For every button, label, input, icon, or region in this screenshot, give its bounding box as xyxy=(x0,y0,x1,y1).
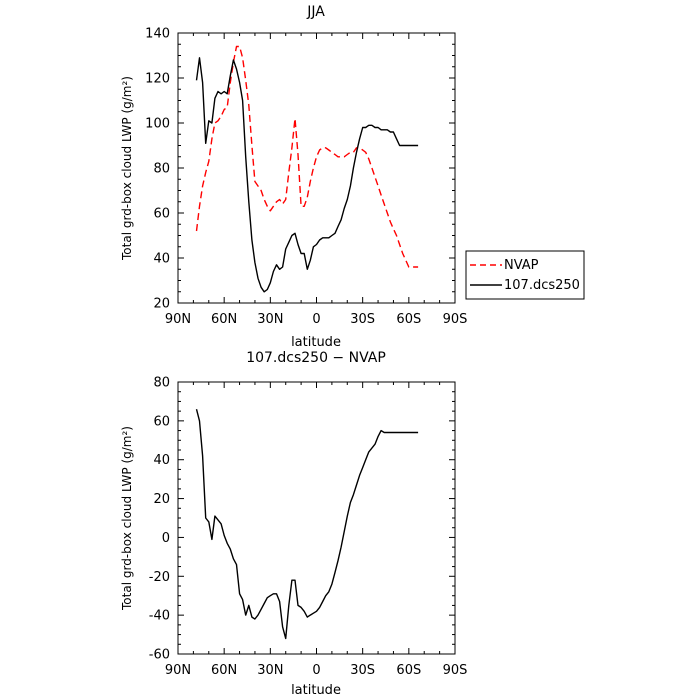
y-tick-label: 120 xyxy=(145,72,170,87)
series-group xyxy=(195,409,419,640)
y-tick-label: 80 xyxy=(153,162,170,177)
x-tick-label: 0 xyxy=(312,663,320,678)
x-tick-label: 90N xyxy=(165,312,191,327)
x-axis-label: latitude xyxy=(291,683,341,698)
y-axis: 20 40 60 80 100 120 140 xyxy=(145,27,455,312)
x-tick-label: 60N xyxy=(211,663,237,678)
legend: NVAP 107.dcs250 xyxy=(465,250,585,300)
y-tick-label: 60 xyxy=(153,414,170,429)
plot-frame xyxy=(177,381,456,655)
y-tick-label: 20 xyxy=(153,297,170,312)
y-tick-label: 0 xyxy=(162,531,170,546)
y-tick-label: 80 xyxy=(153,376,170,391)
y-tick-label: 100 xyxy=(145,117,170,132)
x-axis: 90N 60N 30N 0 30S 60S 90S xyxy=(165,382,468,678)
y-tick-label: 60 xyxy=(153,207,170,222)
series-line-difference xyxy=(195,409,419,640)
y-tick-label: -20 xyxy=(149,570,170,585)
y-tick-label: -40 xyxy=(149,609,170,624)
x-tick-label: 60N xyxy=(211,312,237,327)
y-tick-label: 40 xyxy=(153,252,170,267)
y-tick-label: 140 xyxy=(145,27,170,42)
x-tick-label: 30N xyxy=(257,312,283,327)
x-tick-label: 0 xyxy=(312,312,320,327)
series-group xyxy=(195,45,419,293)
series-line-nvap xyxy=(195,45,419,268)
y-axis: -60 -40 -20 0 20 40 60 80 xyxy=(149,376,455,663)
series-line-107-dcs250 xyxy=(195,57,419,293)
x-tick-label: 30S xyxy=(350,663,375,678)
plot-frame xyxy=(177,32,456,304)
x-tick-label: 90N xyxy=(165,663,191,678)
x-axis-label: latitude xyxy=(291,335,341,350)
y-axis-label: Total grd-box cloud LWP (g/m²) xyxy=(120,426,134,611)
y-tick-label: 40 xyxy=(153,453,170,468)
panel-bottom: 107.dcs250 − NVAP -60 -40 -20 0 20 40 60 80 90N… xyxy=(120,350,467,698)
legend-box xyxy=(465,250,585,300)
y-axis-label: Total grd-box cloud LWP (g/m²) xyxy=(120,76,134,261)
chart-title: 107.dcs250 − NVAP xyxy=(246,350,386,366)
x-tick-label: 90S xyxy=(443,663,468,678)
y-tick-label: -60 xyxy=(149,648,170,663)
legend-label-model: 107.dcs250 xyxy=(504,278,580,293)
y-axis-label-text: Total grd-box cloud LWP (g/m²) xyxy=(120,76,134,261)
y-tick-label: 20 xyxy=(153,492,170,507)
chart-title: JJA xyxy=(306,4,325,20)
x-tick-label: 90S xyxy=(443,312,468,327)
x-axis: 90N 60N 30N 0 30S 60S 90S xyxy=(165,33,468,327)
x-tick-label: 30N xyxy=(257,663,283,678)
y-axis-label-text: Total grd-box cloud LWP (g/m²) xyxy=(120,426,134,611)
legend-label-nvap: NVAP xyxy=(504,258,539,273)
x-tick-label: 60S xyxy=(396,663,421,678)
x-tick-label: 30S xyxy=(350,312,375,327)
x-tick-label: 60S xyxy=(396,312,421,327)
